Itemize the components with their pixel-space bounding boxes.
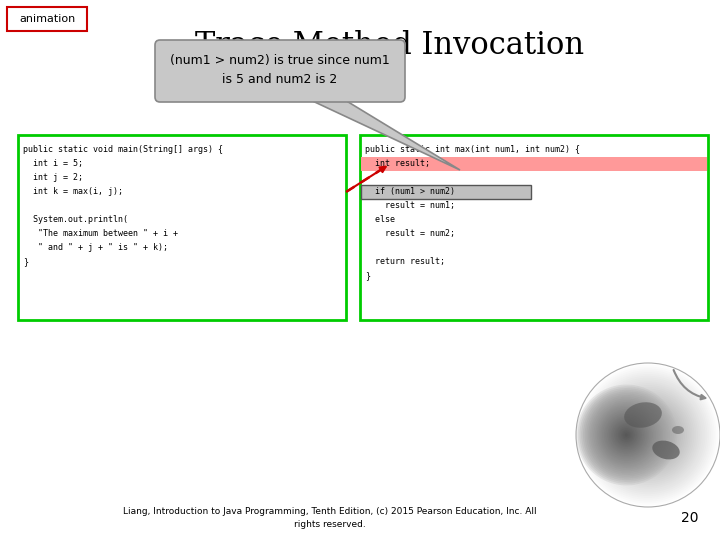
Text: public static void main(String[] args) {: public static void main(String[] args) { xyxy=(23,145,223,154)
Text: }: } xyxy=(365,271,370,280)
Circle shape xyxy=(581,390,672,480)
Circle shape xyxy=(624,411,672,459)
Text: }: } xyxy=(23,257,28,266)
Circle shape xyxy=(583,392,670,478)
Circle shape xyxy=(588,397,665,473)
Text: " and " + j + " is " + k);: " and " + j + " is " + k); xyxy=(23,243,168,252)
Circle shape xyxy=(642,429,654,441)
Circle shape xyxy=(609,396,687,474)
Circle shape xyxy=(593,402,660,468)
Circle shape xyxy=(589,376,707,494)
Text: int result;: int result; xyxy=(365,159,430,168)
FancyBboxPatch shape xyxy=(7,7,87,31)
FancyBboxPatch shape xyxy=(360,135,708,320)
Circle shape xyxy=(603,391,693,480)
Text: int k = max(i, j);: int k = max(i, j); xyxy=(23,187,123,196)
Circle shape xyxy=(616,403,680,467)
Text: else: else xyxy=(365,215,395,224)
Circle shape xyxy=(593,380,703,490)
Circle shape xyxy=(626,413,670,457)
Circle shape xyxy=(613,400,683,470)
Text: result = num1;: result = num1; xyxy=(365,201,455,210)
Circle shape xyxy=(590,399,663,471)
Circle shape xyxy=(595,404,657,466)
Text: animation: animation xyxy=(19,14,75,24)
Circle shape xyxy=(600,387,696,483)
Text: return result;: return result; xyxy=(365,257,445,266)
Circle shape xyxy=(618,406,678,464)
Circle shape xyxy=(611,420,642,451)
Circle shape xyxy=(629,416,667,454)
Circle shape xyxy=(583,370,713,500)
Text: System.out.println(: System.out.println( xyxy=(23,215,128,224)
Circle shape xyxy=(578,365,718,505)
Text: 20: 20 xyxy=(681,511,698,525)
Circle shape xyxy=(635,422,661,448)
Circle shape xyxy=(616,424,636,445)
Circle shape xyxy=(641,428,655,442)
Circle shape xyxy=(576,384,677,485)
Circle shape xyxy=(631,418,665,451)
Circle shape xyxy=(615,402,681,468)
Circle shape xyxy=(623,431,630,438)
Text: public static int max(int num1, int num2) {: public static int max(int num1, int num2… xyxy=(365,145,580,154)
Circle shape xyxy=(600,409,652,461)
Circle shape xyxy=(618,426,635,444)
Circle shape xyxy=(644,431,652,438)
FancyBboxPatch shape xyxy=(361,185,531,199)
Circle shape xyxy=(595,381,701,489)
Text: (num1 > num2) is true since num1
is 5 and num2 is 2: (num1 > num2) is true since num1 is 5 an… xyxy=(170,54,390,86)
Circle shape xyxy=(611,398,685,472)
Circle shape xyxy=(585,372,711,498)
Circle shape xyxy=(625,433,628,437)
Circle shape xyxy=(637,424,659,446)
Circle shape xyxy=(582,368,714,502)
Circle shape xyxy=(586,395,667,475)
Circle shape xyxy=(606,393,690,477)
Circle shape xyxy=(596,383,700,487)
FancyBboxPatch shape xyxy=(18,135,346,320)
Circle shape xyxy=(602,389,694,481)
Text: int i = 5;: int i = 5; xyxy=(23,159,83,168)
Circle shape xyxy=(580,388,673,482)
Circle shape xyxy=(592,400,661,470)
Circle shape xyxy=(585,393,668,477)
Circle shape xyxy=(606,414,647,456)
Ellipse shape xyxy=(652,441,680,460)
Circle shape xyxy=(639,426,657,444)
Text: Trace Method Invocation: Trace Method Invocation xyxy=(195,30,585,60)
Text: if (num1 > num2): if (num1 > num2) xyxy=(365,187,455,196)
FancyBboxPatch shape xyxy=(361,157,707,171)
Circle shape xyxy=(577,386,675,484)
Circle shape xyxy=(576,363,720,507)
FancyBboxPatch shape xyxy=(155,40,405,102)
Circle shape xyxy=(598,407,654,463)
Ellipse shape xyxy=(672,426,684,434)
Circle shape xyxy=(628,415,668,455)
Circle shape xyxy=(597,406,656,464)
Text: Liang, Introduction to Java Programming, Tenth Edition, (c) 2015 Pearson Educati: Liang, Introduction to Java Programming,… xyxy=(123,507,537,529)
Circle shape xyxy=(591,378,705,492)
Circle shape xyxy=(619,428,634,442)
Circle shape xyxy=(587,374,709,496)
Circle shape xyxy=(646,433,650,437)
Text: result = num2;: result = num2; xyxy=(365,229,455,238)
Circle shape xyxy=(607,416,646,454)
Circle shape xyxy=(633,420,663,450)
Circle shape xyxy=(604,413,649,457)
Circle shape xyxy=(609,417,644,453)
Polygon shape xyxy=(304,97,460,170)
Circle shape xyxy=(614,423,639,447)
Circle shape xyxy=(608,394,688,476)
Circle shape xyxy=(613,421,640,449)
Circle shape xyxy=(580,367,716,503)
Text: int j = 2;: int j = 2; xyxy=(23,173,83,182)
Text: "The maximum between " + i +: "The maximum between " + i + xyxy=(23,229,178,238)
Circle shape xyxy=(598,385,698,485)
Circle shape xyxy=(621,430,631,440)
Circle shape xyxy=(622,409,674,461)
Circle shape xyxy=(602,410,651,460)
Circle shape xyxy=(621,407,675,463)
Ellipse shape xyxy=(624,402,662,428)
